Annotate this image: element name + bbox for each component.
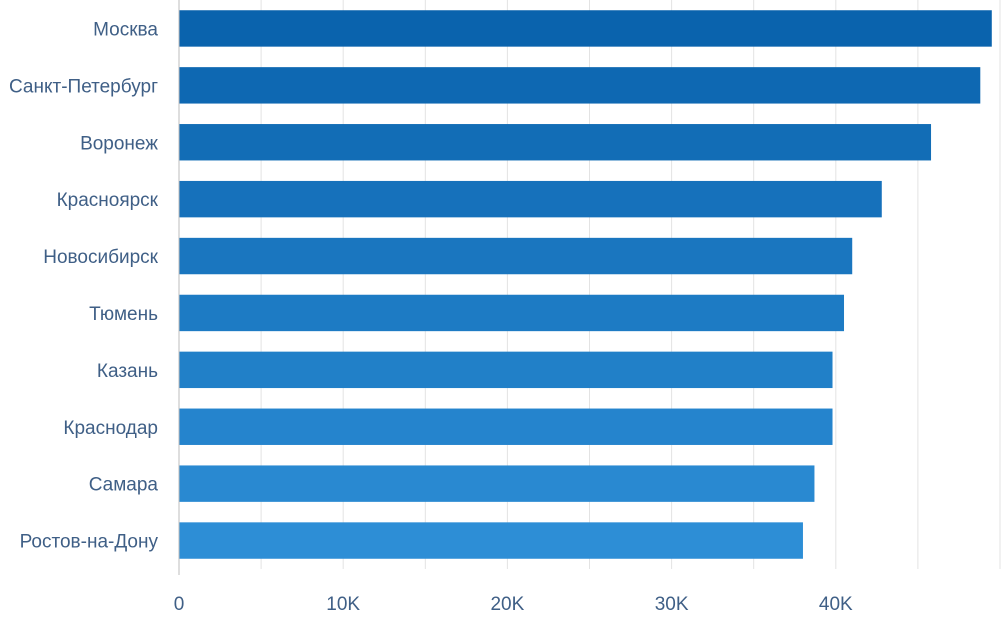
bar-4	[179, 180, 882, 218]
category-label: Самара	[89, 475, 159, 496]
bar-10	[179, 522, 803, 559]
category-label: Санкт-Петербург	[9, 76, 158, 97]
bar-2	[179, 67, 981, 104]
category-label: Ростов-на-Дону	[20, 532, 159, 553]
x-tick-label: 20K	[490, 594, 524, 615]
x-tick-label: 0	[174, 594, 185, 615]
bar-6	[179, 294, 845, 332]
bar-5	[179, 237, 853, 275]
category-label: Воронеж	[80, 133, 158, 154]
category-label: Новосибирск	[43, 247, 158, 268]
category-labels: Москва Санкт-Петербург Воронеж Красноярск Но…	[9, 19, 159, 552]
category-label: Красноярск	[57, 190, 159, 211]
x-tick-label: 30K	[655, 594, 689, 615]
category-label: Краснодар	[63, 418, 158, 439]
category-label: Москва	[93, 19, 158, 40]
x-tick-label: 40K	[819, 594, 853, 615]
bar-layer	[179, 10, 992, 559]
x-tick-label: 10K	[326, 594, 360, 615]
bar-9	[179, 465, 815, 502]
bar-8	[179, 408, 833, 445]
category-label: Тюмень	[89, 304, 158, 325]
bar-1	[179, 10, 992, 47]
bar-7	[179, 351, 833, 389]
bar-3	[179, 124, 932, 161]
category-label: Казань	[97, 361, 158, 382]
x-tick-labels: 0 10K 20K 30K 40K	[174, 594, 853, 615]
